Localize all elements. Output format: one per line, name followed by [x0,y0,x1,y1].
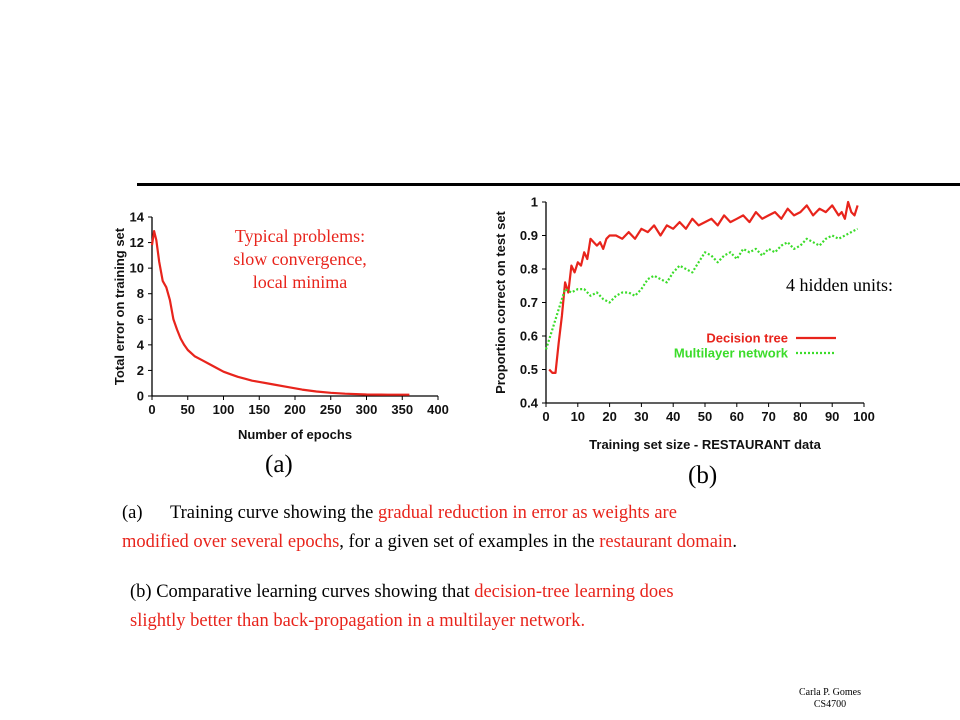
y-tick-label: 8 [137,286,144,301]
caption-text: Training curve showing the [170,503,378,523]
y-tick-label: 10 [130,261,144,276]
x-tick-label: 30 [634,409,648,424]
x-tick-label: 100 [213,402,235,417]
caption-text: , for a given set of examples in the [339,532,600,552]
x-tick-label: 90 [825,409,839,424]
series-line-0 [150,230,410,396]
x-axis-title: Training set size - RESTAURANT data [589,437,821,452]
y-tick-label: 6 [137,312,144,327]
note-line: Typical problems: [234,226,366,246]
panel-label-b: (b) [688,462,718,489]
x-tick-label: 20 [602,409,616,424]
y-tick-label: 0 [137,389,144,404]
x-tick-label: 300 [356,402,378,417]
x-tick-label: 70 [761,409,775,424]
caption-highlight: modified over several epochs [122,532,340,552]
x-tick-label: 50 [181,402,195,417]
hidden-units-note: 4 hidden units: [786,275,893,295]
series-line-multilayer-network [544,227,859,350]
caption-a: (a) Training curve showing the gradual re… [122,499,737,557]
caption-highlight: decision-tree learning does [474,582,674,602]
x-tick-label: 100 [853,409,875,424]
x-tick-label: 0 [542,409,549,424]
caption-highlight: gradual reduction in error as weights ar… [377,503,677,523]
y-tick-label: 2 [137,363,144,378]
y-axis-title: Total error on training set [112,227,127,385]
x-tick-label: 50 [698,409,712,424]
caption-text: . [732,532,737,552]
y-tick-label: 4 [137,337,145,352]
footer-credit: Carla P. Gomes CS4700 [790,687,870,711]
y-tick-label: 0.7 [520,295,538,310]
caption-highlight: restaurant domain [599,532,733,552]
y-axis-title: Proportion correct on test set [493,210,508,393]
y-tick-label: 14 [130,210,145,225]
y-tick-label: 12 [130,235,144,250]
y-tick-label: 0.8 [520,262,538,277]
y-tick-label: 0.4 [520,396,539,411]
caption-b-line1: (b) Comparative learning curves showing … [130,578,674,607]
x-tick-label: 250 [320,402,342,417]
caption-b: (b) Comparative learning curves showing … [130,578,674,636]
footer-author: Carla P. Gomes [799,687,861,698]
note-line: local minima [252,272,348,292]
y-tick-label: 0.9 [520,228,538,243]
note-line: slow convergence, [233,249,367,269]
x-tick-label: 400 [427,402,449,417]
series-line-decision-tree [548,200,859,374]
x-tick-label: 150 [248,402,270,417]
footer-course: CS4700 [813,699,847,710]
caption-a-line2: modified over several epochs, for a give… [122,528,737,557]
x-tick-label: 0 [148,402,155,417]
x-tick-label: 200 [284,402,306,417]
caption-b-line2: slightly better than back-propagation in… [130,607,674,636]
title-rule [137,183,960,186]
panel-label-a: (a) [265,451,293,478]
caption-a-marker: (a) [122,503,143,523]
x-tick-label: 350 [391,402,413,417]
x-tick-label: 40 [666,409,680,424]
y-tick-label: 1 [531,195,538,210]
caption-highlight: slightly better than back-propagation in… [130,611,586,631]
legend-label: Multilayer network [674,346,789,361]
x-tick-label: 60 [730,409,744,424]
caption-text: (b) Comparative learning curves showing … [130,582,475,602]
typical-problems-note: Typical problems: slow convergence, loca… [205,225,395,294]
y-tick-label: 0.6 [520,329,538,344]
legend-label: Decision tree [706,331,788,346]
x-tick-label: 10 [571,409,585,424]
x-tick-label: 80 [793,409,807,424]
y-tick-label: 0.5 [520,362,538,377]
caption-a-line1: (a) Training curve showing the gradual re… [122,499,737,528]
x-axis-title: Number of epochs [238,427,352,442]
